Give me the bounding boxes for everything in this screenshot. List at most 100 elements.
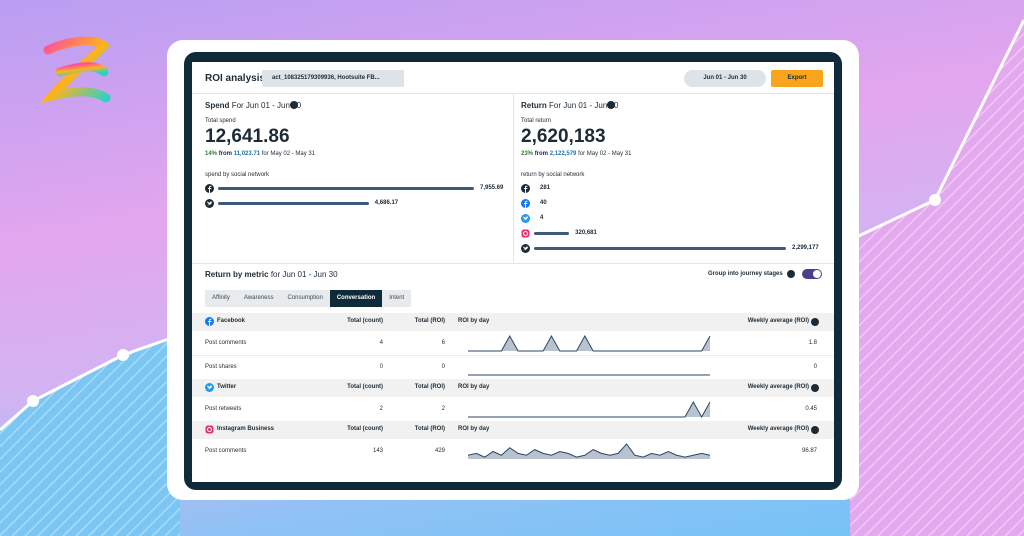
row-weekly: 0.45 [805,406,817,412]
column-header: Total (ROI) [414,318,445,324]
tab[interactable]: Affinity [212,295,230,301]
network-value: 281 [540,185,551,191]
network-icon [521,229,530,238]
change-line: 23% from 2,122,579 for May 02 - May 31 [521,151,631,157]
icon-shape [521,229,530,238]
change-line: 14% from 11,023.71 for May 02 - May 31 [205,151,315,157]
row-count: 4 [379,340,383,346]
sparkline [468,374,710,376]
icon-shape [207,385,213,390]
total-value: 12,641.86 [205,126,290,147]
account-name: act_108325179309936, Hootsuite FB... [272,75,380,81]
panel-period: For Jun 01 - Jun 30 [549,101,619,110]
metric-heading: Return by metric for Jun 01 - Jun 30 [205,270,338,279]
column-header: Total (count) [347,384,383,390]
section-name: Facebook [217,318,246,324]
change-from: from [534,151,549,157]
network-icon [521,184,530,193]
sparkline [467,443,711,459]
tab[interactable]: Conversation [329,290,383,307]
previous-period: for May 02 - May 31 [261,151,316,157]
row-count: 0 [379,364,383,370]
previous-period: for May 02 - May 31 [578,151,632,157]
row-roi: 429 [434,448,445,454]
icon-shape [207,427,212,432]
sparkline-line [468,400,711,419]
icon-shape [208,318,212,326]
icon-shape [208,185,212,193]
info-icon [811,384,819,392]
network-icon [521,214,530,223]
row-roi: 2 [441,406,445,412]
info-icon [607,101,615,109]
logo-stroke [55,62,109,77]
row-count: 143 [372,448,383,454]
section-header [192,421,834,439]
screen: ROI analysis act_108325179309936, Hootsui… [192,62,834,482]
column-header: Weekly average (ROI) [747,384,809,390]
panel-title: Spend [205,101,230,110]
network-bar [534,247,786,250]
sparkline-area [468,444,710,459]
info-icon [811,318,819,326]
date-picker[interactable]: Jun 01 - Jun 30 [684,70,766,87]
network-label: spend by social network [205,172,270,178]
tab[interactable]: Intent [389,295,405,301]
panel-title: Return [521,101,547,110]
column-header: Weekly average (ROI) [747,426,809,432]
row-weekly: 96.87 [801,448,817,454]
section-header [192,313,834,331]
export-button[interactable]: Export [771,70,823,87]
row-label: Post shares [205,364,237,370]
page-title: ROI analysis [205,73,266,84]
total-label: Total return [521,118,552,124]
row-label: Post comments [205,340,247,346]
section-name: Instagram Business [217,426,275,432]
change-arrow-pct: 14% [205,151,218,157]
panel-period: For Jun 01 - Jun 30 [231,101,302,110]
network-icon [521,244,530,253]
toggle-knob [813,270,821,278]
icon-shape [524,200,528,208]
tab[interactable]: Consumption [287,295,323,301]
total-label: Total spend [205,118,236,124]
network-value: 4,686.17 [374,200,399,206]
network-icon [205,199,214,208]
row-label: Post comments [205,448,247,454]
sparkline [468,334,711,352]
change-from: from [218,151,233,157]
decor-dot [929,194,941,206]
network-bar [218,202,369,205]
row-count: 2 [379,406,383,412]
section-header [192,379,834,397]
previous-value: 11,023.71 [233,151,261,157]
network-value: 40 [540,200,547,206]
row-roi: 6 [441,340,445,346]
striped-area [0,335,180,536]
row-weekly: 0 [813,364,817,370]
column-header: ROI by day [458,384,490,390]
info-icon [787,270,795,278]
info-icon [290,101,298,109]
logo [40,36,111,104]
account-dropdown[interactable]: act_108325179309936, Hootsuite FB... [262,70,404,87]
tab[interactable]: Awareness [243,295,274,301]
decor-line [0,333,181,432]
icon-shape [524,185,528,193]
column-header: Total (ROI) [414,426,445,432]
metric-title: Return by metric [205,270,269,279]
column-header: Total (ROI) [414,384,445,390]
row-divider [192,355,834,356]
panel-heading: Return For Jun 01 - Jun 30 [521,101,618,110]
divider [513,93,514,263]
group-toggle[interactable] [802,269,822,279]
tab-bar: Affinity Awareness Consumption Conversation… [205,290,412,307]
network-value: 4 [540,215,544,221]
network-value: 7,955.69 [480,185,504,191]
column-header: Weekly average (ROI) [747,318,809,324]
sparkline [468,400,711,419]
decor-dot [27,395,39,407]
column-header: Total (count) [347,318,383,324]
icon-shape [523,216,529,221]
